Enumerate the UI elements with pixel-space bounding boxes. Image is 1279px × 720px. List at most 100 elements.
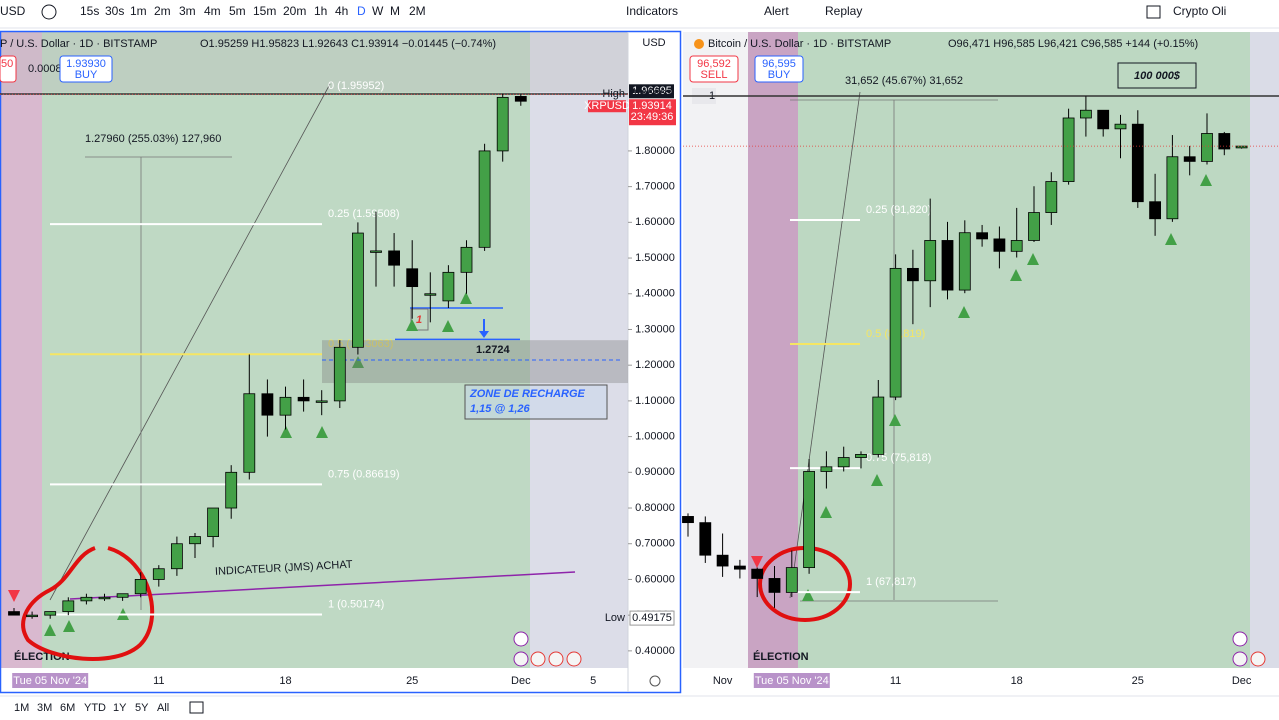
range-button[interactable]: YTD [84,702,106,714]
sell-label[interactable]: SELL [701,69,728,81]
range-button[interactable]: 5Y [135,702,149,714]
x-tick-label: 11 [890,675,901,687]
candle-body [225,471,238,509]
crosshair-price: 1.96695 [632,85,672,97]
y-tick-label: 0.70000 [635,538,675,550]
interval-button[interactable]: 5m [229,4,246,18]
candle-body [315,400,328,403]
range-button[interactable]: All [157,702,169,714]
indicators-button[interactable]: Indicators [626,4,678,18]
event-label: ÉLECTION [753,650,809,663]
candle-body [116,593,129,598]
candle-body [370,250,382,253]
annotation-number: 1 [416,314,422,326]
candle-body [460,246,473,273]
ohlc: O96,471 H96,585 L96,421 C96,585 +144 (+0… [948,38,1198,50]
buy-label[interactable]: BUY [75,69,98,81]
interval-button[interactable]: 4h [335,4,348,18]
interval-button[interactable]: M [390,4,400,18]
layout-icon[interactable] [1146,5,1161,19]
candle-body [958,232,971,291]
interval-button[interactable]: 20m [283,4,306,18]
y-tick-label: 1.10000 [635,395,675,407]
symbol[interactable]: USD [0,4,26,18]
price-axis-bg [628,32,680,692]
crosshair-tag [629,84,674,99]
sell-box[interactable] [0,55,17,83]
x-tick-label: 25 [406,675,418,687]
candle-body [1201,133,1213,162]
interval-button[interactable]: D [357,4,366,18]
interval-button[interactable]: 2m [154,4,171,18]
buy-price[interactable]: 1.93930 [66,58,106,70]
time-axis-bg [0,668,628,692]
high-price: 1.95863 [632,88,672,100]
fib-label: 0.75 (75,818) [866,452,931,464]
sell-price[interactable]: 96,592 [697,58,731,70]
candle-body [751,568,764,579]
y-tick-label: 0.90000 [635,466,675,478]
interval-button[interactable]: 1h [314,4,327,18]
buy-price[interactable]: 96,595 [762,58,796,70]
currency[interactable]: USD [642,37,665,49]
last-price: 1.93914 [632,100,672,112]
add-symbol-icon[interactable] [41,4,57,20]
range-button[interactable]: 1Y [113,702,127,714]
candle-body [716,554,729,567]
interval-button[interactable]: 4m [204,4,221,18]
lavender-zone [1250,32,1279,668]
sell-box[interactable] [689,55,739,83]
spread: 0.00080 [28,63,68,75]
range-button[interactable]: 3M [37,702,52,714]
candle-body [803,471,815,568]
lavender-zone [530,32,628,668]
sell-price[interactable]: 50 [1,58,13,70]
indicator-line [69,571,576,600]
candle-body [496,96,509,152]
candle-body [924,240,937,282]
candle-body [207,507,220,537]
interval-button[interactable]: 30s [105,4,124,18]
toolbar-bg [0,0,1279,28]
y-tick-label: 1.70000 [635,181,675,193]
candle-body [907,267,919,282]
measure-label: 31,652 (45.67%) 31,652 [845,75,963,87]
buy-label[interactable]: BUY [768,69,791,81]
green-zone [42,32,530,668]
candle-body [1149,201,1161,220]
x-tick-label: Tue 05 Nov '24 [13,675,87,687]
candle-body [1166,156,1179,220]
candle-body [44,611,57,616]
buy-box[interactable] [59,55,113,83]
candle-body [80,596,93,602]
layout-name[interactable]: Crypto Oli [1173,4,1226,18]
trend-line [49,83,331,601]
ohlc: O1.95259 H1.95823 L1.92643 C1.93914 −0.0… [200,38,496,50]
interval-button[interactable]: 15s [80,4,99,18]
candle-body [1080,109,1092,119]
range-button[interactable]: 1M [14,702,29,714]
interval-button[interactable]: 2M [409,4,426,18]
pane-icons [189,631,1266,714]
fib-label: 0.75 (0.86619) [328,468,400,480]
buy-box[interactable] [754,55,804,83]
candle-body [297,396,310,402]
replay-button[interactable]: Replay [825,4,862,18]
fib-label: 0.25 (91,820) [866,204,931,216]
low-tag: Low [605,612,625,624]
candle-body [152,568,165,580]
candle-body [1131,123,1144,203]
interval-button[interactable]: W [372,4,384,18]
interval-button[interactable]: 1m [130,4,147,18]
y-tick-label: 1.60000 [635,216,675,228]
range-button[interactable]: 6M [60,702,75,714]
candle-body [734,565,746,570]
y-tick-label: 1.80000 [635,145,675,157]
symbol-title: Bitcoin / U.S. Dollar · 1D · BITSTAMP [708,38,891,50]
alert-button[interactable]: Alert [764,4,789,18]
interval-button[interactable]: 3m [179,4,196,18]
candle-body [261,393,274,416]
interval-button[interactable]: 15m [253,4,276,18]
candle-body [1062,117,1075,182]
